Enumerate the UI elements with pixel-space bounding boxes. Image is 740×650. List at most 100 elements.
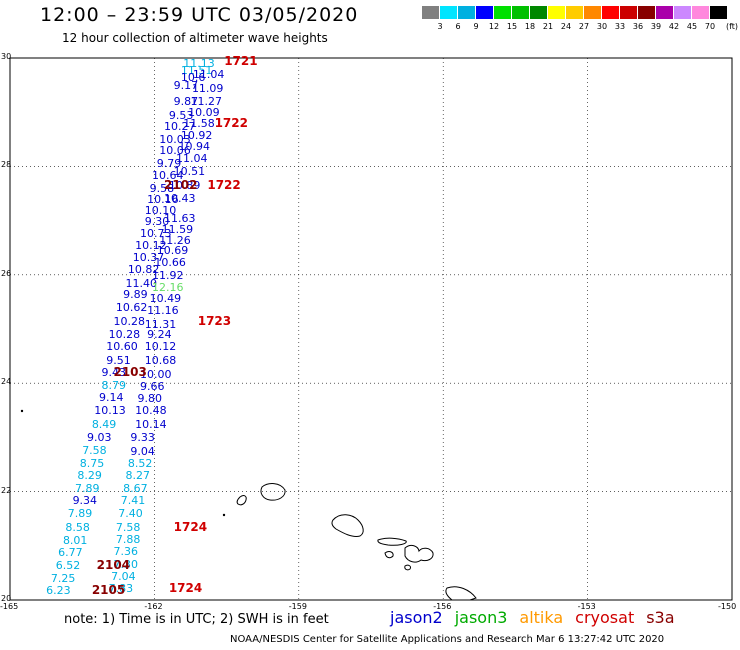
island-oahu	[331, 514, 364, 537]
pass-time-label: 2104	[96, 558, 131, 573]
wave-height-value: 10.89	[168, 179, 201, 193]
map-subtitle: 12 hour collection of altimeter wave hei…	[62, 31, 328, 45]
longitude-tick-label: -162	[144, 602, 163, 611]
longitude-tick-label: -159	[288, 602, 307, 611]
island-maui	[404, 544, 434, 563]
hawaiian-islands	[236, 483, 477, 601]
pass-time-label: 2103	[113, 365, 147, 380]
legend-label: 12	[488, 22, 500, 31]
wave-height-value: 11.16	[147, 304, 179, 318]
legend-label: 24	[560, 22, 572, 31]
wave-height-value: 10.69	[156, 244, 189, 258]
wave-height-value: 10.14	[135, 417, 167, 431]
latitude-tick-label: 20	[1, 594, 12, 603]
wave-height-value: 7.88	[115, 532, 141, 546]
pass-time-label: 1723	[197, 313, 232, 328]
longitude-tick-label: -153	[577, 602, 596, 611]
wave-height-value: 9.14	[99, 391, 124, 405]
wave-height-value: 9.53	[168, 108, 194, 122]
wave-height-value: 10.16	[147, 192, 179, 206]
buoy-marker	[222, 513, 226, 517]
wave-height-value: 7.25	[50, 572, 76, 586]
wave-height-value: 6.23	[46, 584, 71, 598]
legend-swatch	[710, 6, 727, 19]
legend-label: 36	[632, 22, 644, 31]
wave-height-value: 11.40	[125, 276, 158, 290]
island-kahoolawe	[404, 564, 411, 571]
wave-height-value: 10.51	[173, 164, 206, 178]
satellite-name: s3a	[646, 608, 675, 627]
wave-height-value: 10.92	[180, 128, 213, 142]
longitude-tick-label: -156	[433, 602, 452, 611]
wave-height-value: 10.6	[180, 70, 206, 84]
pass-time-label: 1722	[207, 178, 241, 193]
legend-label: 27	[578, 22, 590, 31]
legend-swatch	[692, 6, 709, 19]
wave-height-value: 10.82	[127, 263, 160, 277]
credit-line: NOAA/NESDIS Center for Satellite Applica…	[230, 634, 665, 645]
wave-height-value: 11.59	[161, 222, 194, 236]
wave-height-value: 7.36	[113, 545, 138, 559]
wave-height-value: 10.13	[94, 404, 126, 418]
wave-height-value: 9.30	[144, 214, 170, 228]
legend-label: 70	[704, 22, 716, 31]
legend-swatch	[638, 6, 655, 19]
satellite-name: altika	[519, 608, 564, 627]
wave-height-value: 11.63	[164, 211, 196, 225]
buoy-marker	[20, 409, 24, 413]
island-lanai	[384, 551, 394, 559]
wave-height-value: 9.87	[173, 95, 199, 109]
wave-height-value: 7.30	[113, 557, 138, 571]
wave-height-value: 10.27	[164, 119, 196, 133]
wave-height-value: 11.04	[176, 152, 208, 166]
pass-time-label: 1724	[168, 581, 203, 596]
wave-height-value: 11.04	[192, 68, 225, 82]
legend-swatch	[602, 6, 619, 19]
wave-height-value: 9.80	[137, 392, 163, 406]
pass-time-label: 2105	[91, 583, 126, 598]
wave-height-value: 9.04	[130, 444, 155, 458]
wave-height-value: 10.64	[151, 168, 184, 182]
wave-height-value: 10.09	[188, 106, 220, 120]
wave-height-value: 9.17	[173, 79, 199, 93]
wave-height-value: 7.04	[111, 569, 136, 583]
wave-height-value: 10.60	[106, 340, 138, 354]
wave-height-value: 10.48	[135, 404, 167, 418]
pass-time-label: 1724	[173, 519, 208, 534]
wave-height-value: 10.68	[144, 354, 177, 368]
wave-height-value: 7.89	[74, 482, 100, 496]
legend-label: 45	[686, 22, 698, 31]
satellite-name: cryosat	[575, 608, 635, 627]
wave-height-value: 10.94	[178, 139, 210, 153]
wave-height-value: 7.40	[118, 507, 143, 521]
wave-height-value: 7.41	[120, 493, 146, 507]
wave-height-value: 10.43	[164, 191, 196, 205]
island-hawaii	[445, 586, 477, 601]
wave-height-value: 10.49	[149, 291, 182, 305]
latitude-tick-label: 30	[1, 52, 12, 61]
wave-height-value: 9.43	[101, 366, 126, 380]
legend-swatch	[530, 6, 547, 19]
wave-height-value: 10.12	[144, 340, 177, 354]
wave-height-value: 10.12	[135, 238, 167, 252]
wave-height-value: 11.13	[183, 57, 215, 71]
wave-height-value: 10.73	[139, 226, 172, 240]
wave-height-value: 6.52	[55, 559, 81, 573]
wave-height-value: 9.66	[139, 379, 165, 393]
legend-swatch	[422, 6, 439, 19]
wave-height-value: 11.27	[190, 95, 223, 109]
satellite-name: jason2	[390, 608, 443, 627]
legend-swatch	[656, 6, 673, 19]
legend-label: 3	[437, 22, 443, 31]
legend-swatch	[494, 6, 511, 19]
wave-height-value: 7.58	[115, 520, 141, 534]
legend-swatch	[512, 6, 529, 19]
latitude-tick-label: 22	[1, 485, 12, 495]
wave-height-value: 8.52	[127, 456, 153, 470]
wave-height-value: 11.09	[191, 81, 224, 95]
wave-height-value: 9.58	[149, 182, 175, 196]
wave-height-value: 11.51	[180, 63, 213, 77]
legend-swatch	[674, 6, 691, 19]
wave-height-value: 8.67	[123, 482, 148, 496]
island-niihau	[236, 495, 247, 506]
